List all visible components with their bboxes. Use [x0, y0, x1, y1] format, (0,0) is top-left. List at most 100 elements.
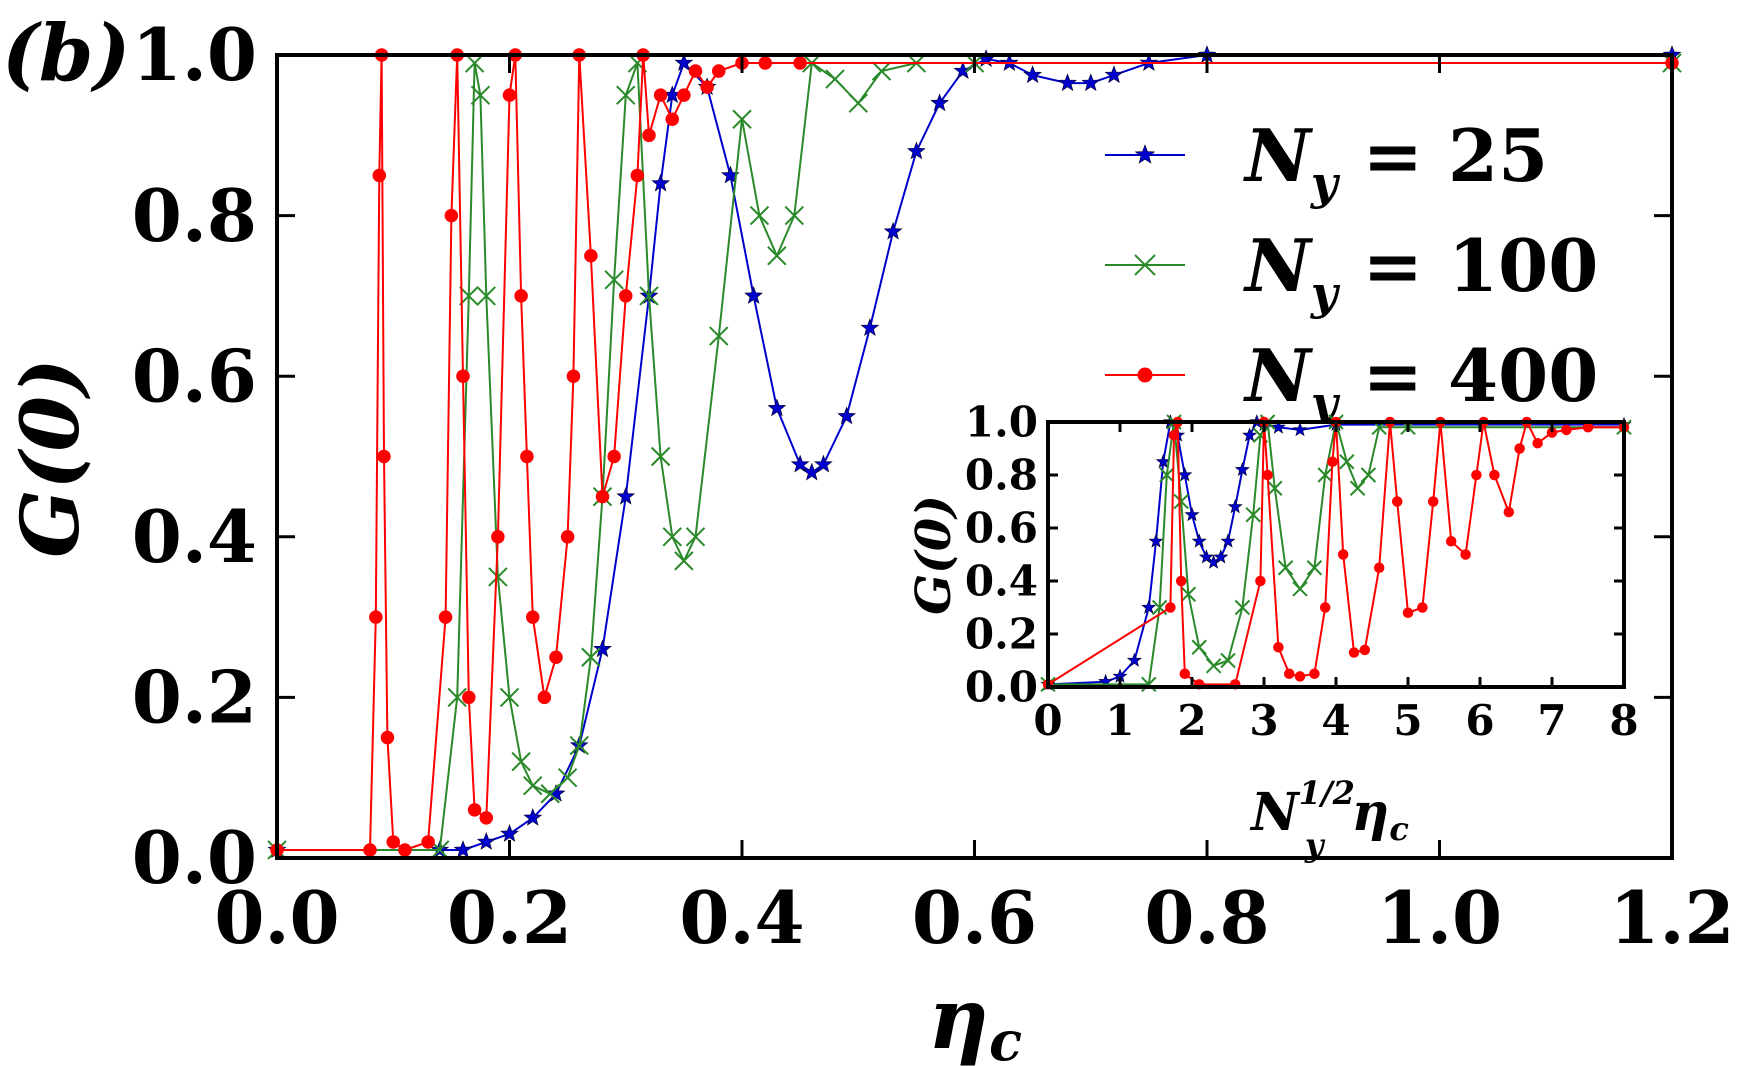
inset-series-2-marker	[1283, 668, 1295, 679]
main-series-1-marker	[464, 53, 485, 73]
legend-marker-1	[1134, 254, 1156, 276]
inset-series-2-marker	[1489, 469, 1500, 481]
inset-series-0-marker	[1141, 599, 1157, 614]
main-xlabel: ηc	[928, 969, 1022, 1066]
legend-label-0-sub: y	[1310, 156, 1341, 210]
main-series-0-marker	[593, 639, 612, 658]
main-series-0-marker	[930, 93, 950, 112]
main-series-2-marker	[369, 610, 383, 624]
inset-xlabel-eta: η	[1352, 782, 1390, 843]
main-xtick-label: 1.0	[1377, 875, 1502, 960]
main-series-0	[267, 45, 1682, 859]
main-series-2-marker	[677, 88, 691, 102]
main-series-0-marker	[1023, 65, 1043, 84]
main-series-2-marker	[758, 56, 772, 70]
inset-xlabel-eta-sub: c	[1389, 810, 1408, 848]
legend-label-0: Ny = 25	[1243, 113, 1548, 210]
main-series-0-marker	[953, 61, 973, 79]
inset-series-2-marker	[1417, 602, 1428, 613]
main-series-2-marker	[377, 449, 391, 464]
inset-xlabel: N1/2 yηc	[1249, 774, 1409, 864]
main-xtick-label: 0.0	[214, 875, 339, 960]
inset-background	[1048, 422, 1624, 687]
main-series-2-marker	[479, 811, 493, 825]
main-xtick-label: 1.2	[1609, 875, 1734, 960]
main-series-2-marker	[642, 128, 656, 143]
main-series-1-marker	[825, 69, 845, 89]
main-series-2-marker	[456, 369, 470, 383]
inset-xtick-label: 7	[1537, 696, 1566, 745]
inset-series-1-marker	[1205, 658, 1222, 674]
inset-series-1-marker	[1360, 467, 1377, 483]
inset-series-2-marker	[1179, 668, 1191, 679]
legend-label-1: Ny = 100	[1243, 223, 1598, 320]
main-series-1-marker	[767, 246, 787, 266]
legend-label-1-base: N	[1243, 223, 1314, 308]
main-ytick-label: 0.2	[132, 655, 257, 740]
main-ylabel: G(0)	[3, 358, 97, 558]
main-series-1-marker	[639, 286, 659, 306]
main-series-0-marker	[523, 808, 543, 826]
main-ticks: 0.0 0.2 0.4 0.6 0.8 1.0 1.20.00.20.40.60.81.0	[132, 12, 1735, 960]
main-series-0-marker	[883, 221, 903, 240]
inset-xtick-label: 4	[1321, 696, 1350, 745]
inset-series-2-marker	[1373, 562, 1385, 573]
main-series-2-marker	[363, 843, 377, 857]
legend-label-0-base: N	[1243, 113, 1314, 198]
main-series-0-marker	[546, 783, 566, 802]
main-series-2-marker	[398, 843, 412, 857]
main-series-2-marker	[688, 64, 703, 78]
main-series-1-marker	[488, 567, 508, 587]
main-series-2-marker	[607, 449, 621, 464]
inset-xtick-label: 8	[1609, 696, 1638, 745]
inset-series-0-marker	[1126, 652, 1142, 667]
inset-series-1-marker	[1141, 676, 1157, 693]
legend-marker-2	[1137, 367, 1153, 383]
inset-series-2-marker	[1445, 536, 1457, 547]
inset-xtick-label: 3	[1249, 696, 1278, 745]
main-ytick-label: 0.0	[132, 815, 257, 900]
inset-xtick-label: 1	[1105, 696, 1134, 745]
main-series-2-marker	[619, 289, 633, 303]
main-series-0-marker	[767, 398, 787, 417]
inset-series-2-marker	[1460, 549, 1471, 560]
main-series-2-marker	[438, 610, 453, 624]
inset-series-2-marker	[1348, 647, 1360, 658]
main-series-0-marker	[500, 824, 519, 842]
legend-marker-0	[1134, 144, 1156, 164]
inset-series-1-marker	[1180, 586, 1197, 602]
inset-series-2-marker	[1503, 506, 1515, 518]
main-series-2-marker	[700, 80, 714, 94]
inset-ytick-label: 0.8	[965, 451, 1038, 500]
main-series-2-marker	[462, 690, 476, 705]
inset-series-2-marker	[1262, 469, 1273, 481]
main-series-2-marker	[386, 835, 400, 849]
main-series-0-marker	[744, 286, 764, 304]
main-series-0-marker	[906, 141, 926, 160]
main-series-2-marker	[520, 449, 534, 464]
main-series-1-marker	[871, 61, 892, 81]
main-series-1-marker	[784, 205, 805, 226]
main-series-1-marker	[732, 109, 752, 129]
main-xtick-label: 0.2	[447, 875, 572, 960]
legend-label-2: Ny = 400	[1243, 333, 1598, 430]
main-series-2-marker	[712, 64, 726, 78]
main-series-2-marker	[653, 88, 668, 102]
inset-series-2-marker	[1309, 668, 1320, 679]
main-xlabel-base: η	[928, 969, 989, 1066]
inset-series-0-marker	[1220, 533, 1236, 548]
main-series-2-marker	[665, 112, 679, 126]
main-series-2-marker	[372, 168, 387, 183]
main-series-2-marker	[537, 690, 552, 705]
inset-series-2-marker	[1532, 437, 1543, 449]
inset-series-0-marker	[1227, 498, 1243, 514]
inset-ticks: 0 1 2 3 4 5 6 7 8 0.00.20.40.60.81.0	[965, 398, 1639, 745]
inset-xtick-label: 2	[1177, 696, 1206, 745]
inset-series-1-marker	[1220, 652, 1236, 669]
main-series-0-marker	[837, 406, 857, 425]
inset-series-group	[1040, 414, 1632, 693]
inset-series-2-marker	[1561, 424, 1572, 436]
inset-series-1-marker	[1317, 467, 1333, 483]
main-series-2-marker	[514, 289, 528, 303]
main-series-0-marker	[476, 832, 496, 850]
